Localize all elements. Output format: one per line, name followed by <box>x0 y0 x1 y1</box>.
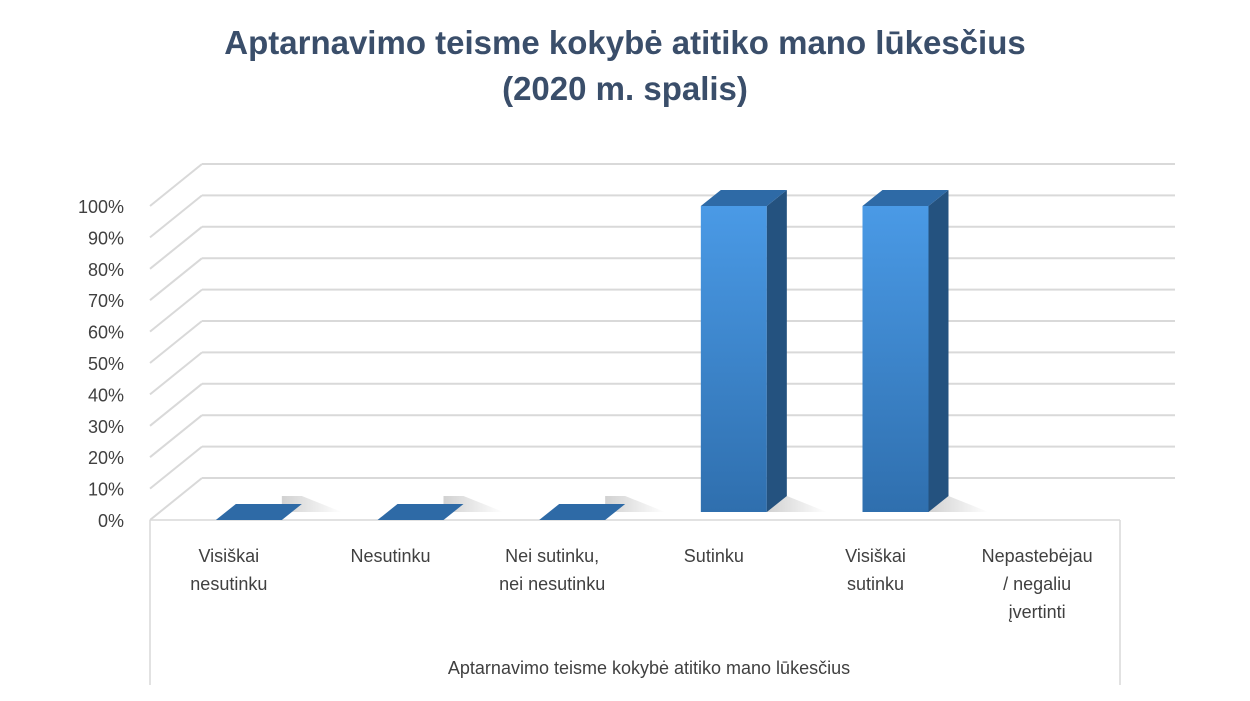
y-tick-label: 40% <box>88 385 124 405</box>
y-tick-label: 100% <box>78 197 124 217</box>
x-tick-label: Visiškai nesutinku <box>190 546 267 594</box>
bar <box>539 496 666 520</box>
chart-title-line-1: Aptarnavimo teisme kokybė atitiko mano l… <box>224 24 1026 61</box>
chart-title: Aptarnavimo teisme kokybė atitiko mano l… <box>0 20 1250 112</box>
x-tick-label: Visiškai sutinku <box>845 546 906 594</box>
y-tick-label: 10% <box>88 480 124 500</box>
x-tick-label: Sutinku <box>684 546 744 566</box>
x-tick-label: Nesutinku <box>350 546 430 566</box>
chart-title-line-2: (2020 m. spalis) <box>502 70 748 107</box>
bar <box>700 190 827 512</box>
gridline <box>149 477 1175 521</box>
gridline <box>149 320 1175 364</box>
y-tick-label: 20% <box>88 448 124 468</box>
gridline <box>149 257 1175 301</box>
gridline <box>149 351 1175 396</box>
y-tick-label: 0% <box>98 511 124 531</box>
y-tick-label: 50% <box>88 354 124 374</box>
bar <box>862 190 989 512</box>
x-tick-label: Nepastebėjau / negaliu įvertinti <box>982 546 1093 622</box>
x-axis-title: Aptarnavimo teisme kokybė atitiko mano l… <box>448 658 850 678</box>
bar <box>377 496 504 520</box>
y-tick-label: 70% <box>88 291 124 311</box>
y-tick-label: 90% <box>88 228 124 248</box>
gridline <box>149 445 1175 490</box>
y-tick-label: 30% <box>88 417 124 437</box>
y-tick-label: 80% <box>88 260 124 280</box>
gridline <box>149 382 1175 427</box>
gridline <box>149 225 1175 270</box>
x-tick-label: Nei sutinku, nei nesutinku <box>499 546 605 594</box>
bar <box>215 496 342 520</box>
gridline <box>149 194 1175 239</box>
y-tick-label: 60% <box>88 323 124 343</box>
gridline <box>149 414 1175 458</box>
gridline <box>149 288 1175 333</box>
gridline <box>149 163 1175 207</box>
